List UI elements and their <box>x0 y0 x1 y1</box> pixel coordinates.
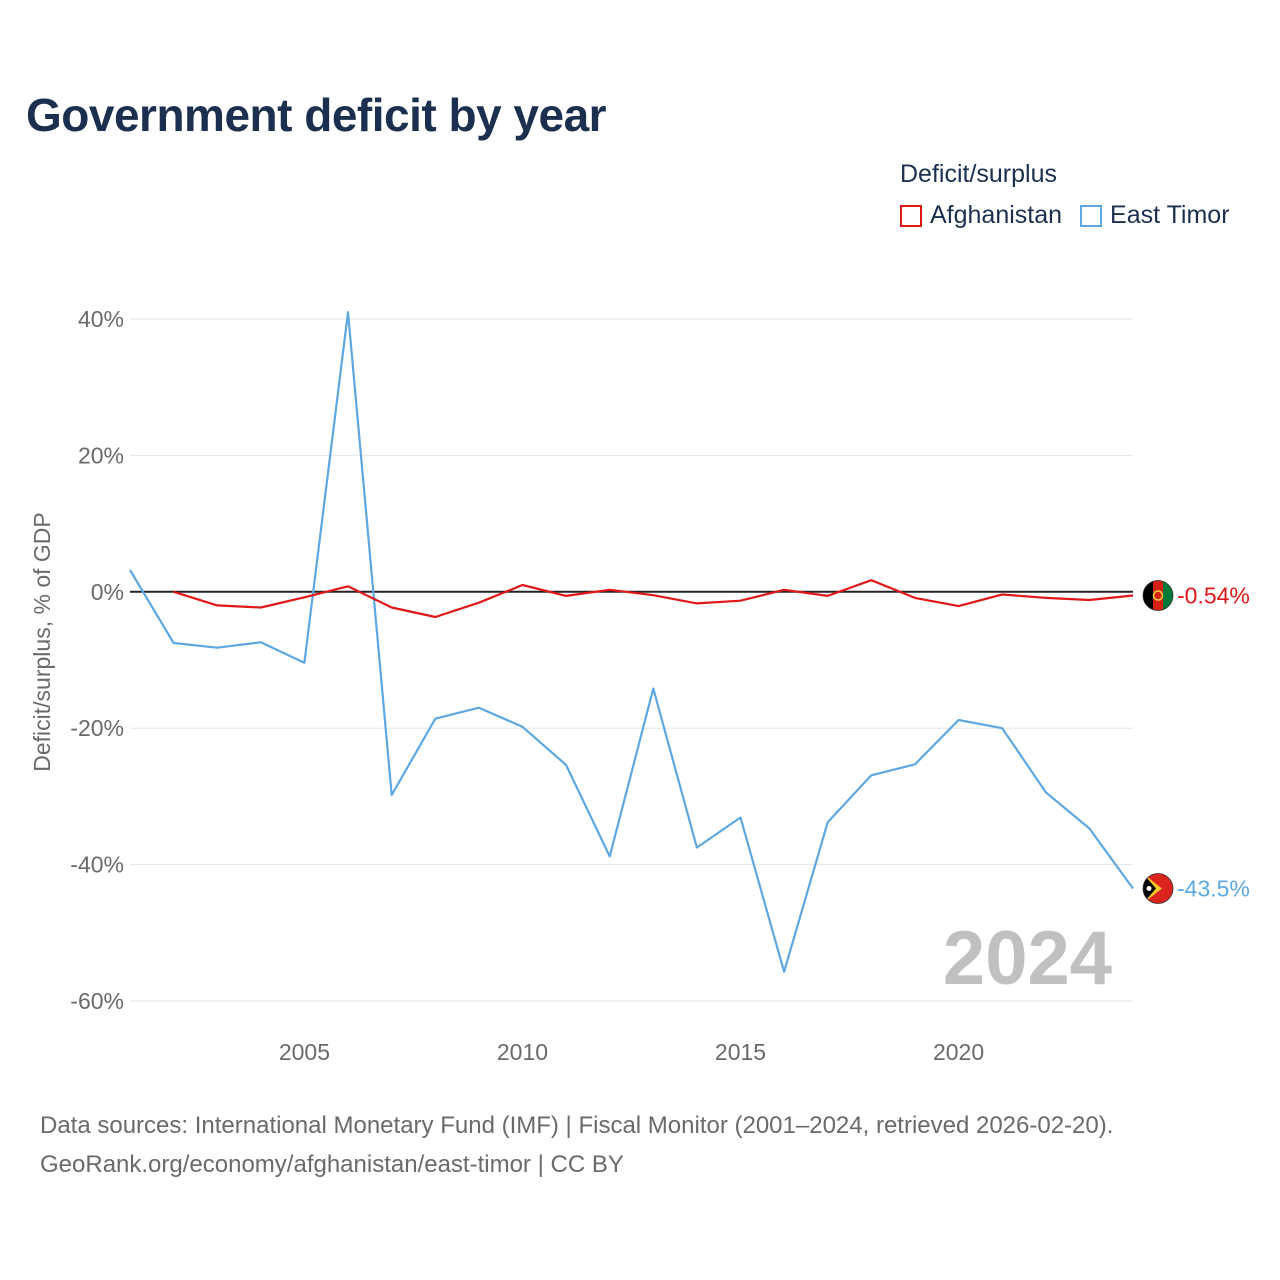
data-point-east-timor[interactable] <box>388 791 396 799</box>
data-point-afghanistan[interactable] <box>606 586 614 594</box>
series-line-east-timor[interactable] <box>129 311 1134 973</box>
series-lines <box>126 308 1137 976</box>
data-point-east-timor[interactable] <box>170 639 178 647</box>
data-point-afghanistan[interactable] <box>475 599 483 607</box>
data-sources: Data sources: International Monetary Fun… <box>40 1106 1113 1184</box>
axis-ticks: 40% 20% 0% -20% -40% -60% 2005 2010 2015 2020 <box>70 306 984 1065</box>
data-point-east-timor[interactable] <box>824 818 832 826</box>
x-tick-label: 2020 <box>933 1039 984 1065</box>
data-point-east-timor[interactable] <box>562 761 570 769</box>
end-label-afghanistan: -0.54% <box>1177 582 1250 608</box>
data-point-afghanistan[interactable] <box>998 591 1006 599</box>
data-point-afghanistan[interactable] <box>1042 594 1050 602</box>
x-tick-label: 2015 <box>715 1039 766 1065</box>
data-point-east-timor[interactable] <box>649 685 657 693</box>
data-point-afghanistan[interactable] <box>388 603 396 611</box>
year-marker: 2024 <box>943 916 1112 1001</box>
sources-line: Data sources: International Monetary Fun… <box>40 1112 1114 1139</box>
legend-swatch-east-timor <box>1080 204 1103 227</box>
data-point-afghanistan[interactable] <box>518 581 526 589</box>
data-point-afghanistan[interactable] <box>170 588 178 596</box>
data-point-east-timor[interactable] <box>1042 788 1050 796</box>
y-tick-label: 40% <box>78 306 124 332</box>
data-point-east-timor[interactable] <box>911 760 919 768</box>
data-point-east-timor[interactable] <box>300 659 308 667</box>
legend: Deficit/surplus Afghanistan East Timor <box>900 160 1230 230</box>
data-point-afghanistan[interactable] <box>693 599 701 607</box>
y-axis-label: Deficit/surplus, % of GDP <box>29 512 55 771</box>
data-point-afghanistan[interactable] <box>431 613 439 621</box>
data-point-east-timor[interactable] <box>257 638 265 646</box>
data-point-afghanistan[interactable] <box>737 597 745 605</box>
credit-line[interactable]: GeoRank.org/economy/afghanistan/east-tim… <box>40 1151 624 1178</box>
data-point-east-timor[interactable] <box>213 644 221 652</box>
legend-title: Deficit/surplus <box>900 160 1057 188</box>
data-point-east-timor[interactable] <box>518 723 526 731</box>
data-point-east-timor[interactable] <box>1085 824 1093 832</box>
grid <box>130 318 1133 1002</box>
y-tick-label: 20% <box>78 442 124 468</box>
data-point-east-timor[interactable] <box>431 715 439 723</box>
x-tick-label: 2005 <box>279 1039 330 1065</box>
y-tick-label: -40% <box>70 852 124 878</box>
data-point-afghanistan[interactable] <box>955 602 963 610</box>
y-tick-label: -60% <box>70 988 124 1014</box>
legend-item-east-timor[interactable]: East Timor <box>1080 201 1230 230</box>
legend-label-east-timor: East Timor <box>1110 201 1230 229</box>
data-point-afghanistan[interactable] <box>649 591 657 599</box>
x-tick-label: 2010 <box>497 1039 548 1065</box>
end-label-east-timor: -43.5% <box>1177 875 1250 901</box>
data-point-east-timor[interactable] <box>867 771 875 779</box>
data-point-afghanistan[interactable] <box>1085 596 1093 604</box>
legend-label-afghanistan: Afghanistan <box>930 201 1063 229</box>
data-point-afghanistan[interactable] <box>213 601 221 609</box>
data-point-east-timor[interactable] <box>126 566 134 574</box>
data-point-afghanistan[interactable] <box>300 593 308 601</box>
chart-title: Government deficit by year <box>26 89 607 141</box>
data-point-east-timor[interactable] <box>344 308 352 316</box>
data-point-east-timor[interactable] <box>998 724 1006 732</box>
afghanistan-flag-icon <box>1142 580 1174 611</box>
data-point-afghanistan[interactable] <box>911 594 919 602</box>
data-point-afghanistan[interactable] <box>780 586 788 594</box>
data-point-east-timor[interactable] <box>693 844 701 852</box>
data-point-afghanistan[interactable] <box>562 592 570 600</box>
data-point-afghanistan[interactable] <box>1129 591 1137 599</box>
legend-item-afghanistan[interactable]: Afghanistan <box>900 201 1062 230</box>
data-point-east-timor[interactable] <box>955 716 963 724</box>
data-point-east-timor[interactable] <box>606 852 614 860</box>
legend-swatch-afghanistan <box>900 204 922 227</box>
east-timor-flag-icon <box>1142 873 1174 904</box>
series-end-markers: -0.54% -43.5% <box>1142 580 1250 904</box>
data-point-east-timor[interactable] <box>1129 884 1137 892</box>
y-tick-label: -20% <box>70 715 124 741</box>
data-point-east-timor[interactable] <box>737 814 745 822</box>
data-point-afghanistan[interactable] <box>867 576 875 584</box>
data-point-afghanistan[interactable] <box>257 603 265 611</box>
series-line-afghanistan[interactable] <box>173 579 1134 619</box>
y-tick-label: 0% <box>91 579 124 605</box>
data-point-afghanistan[interactable] <box>824 592 832 600</box>
data-point-east-timor[interactable] <box>780 968 788 976</box>
data-point-afghanistan[interactable] <box>344 582 352 590</box>
data-point-east-timor[interactable] <box>475 704 483 712</box>
legend-items: Afghanistan East Timor <box>900 201 1230 230</box>
